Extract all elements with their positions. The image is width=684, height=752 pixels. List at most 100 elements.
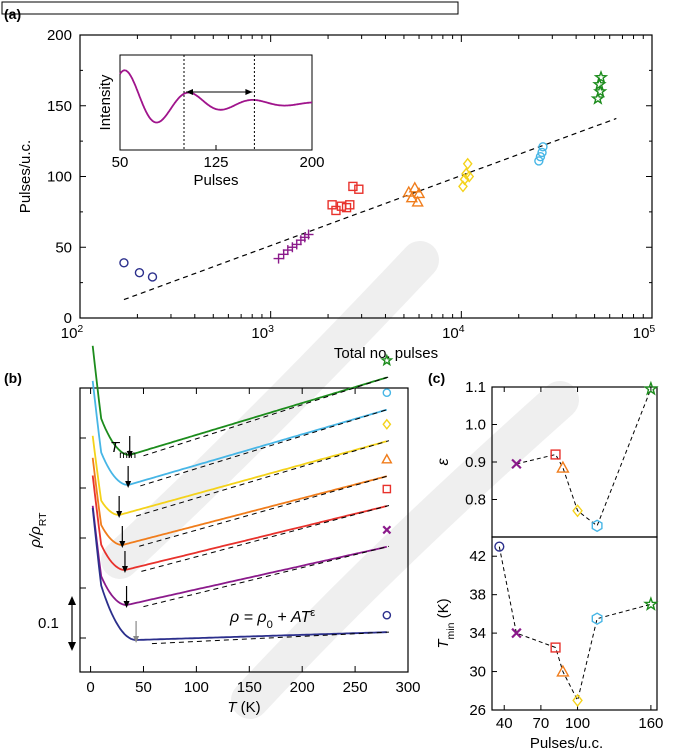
inset-y-label: Intensity (97, 74, 114, 130)
scale-bar-arrow-down (68, 642, 76, 651)
tmin-point-circle (494, 541, 505, 552)
tmin-arrow-head (116, 511, 123, 518)
inset-x-tick-label: 200 (299, 154, 324, 171)
data-point-plus (303, 229, 314, 240)
panel-b-chart: 0 50 100 150 200 250 300 T (K) ρ/ρRT Tmin ρ = ρ0 +… (27, 345, 421, 716)
epsilon-point-hexagon (591, 519, 603, 533)
y-axis-label: ρ/ρRT (27, 512, 49, 549)
curve-marker-star (380, 353, 394, 367)
curve-marker-circle (382, 610, 392, 620)
data-point-triangle (408, 181, 421, 193)
fit-dashed-line (135, 440, 390, 517)
panel-a-chart: 0 50 100 150 200 102 103 104 105 Total no. pulses… (17, 27, 655, 362)
x-tick-label: 100 (184, 679, 209, 696)
inset-frame (119, 54, 313, 151)
fit-dashed-line (143, 545, 390, 608)
y-tick-label: 100 (47, 169, 72, 186)
y-tick-label: 150 (47, 98, 72, 115)
panel-b-label: (b) (4, 370, 22, 386)
x-axis-label: Pulses/u.c. (530, 735, 603, 752)
tmin-point-square (550, 642, 561, 653)
y-tick-label: 200 (47, 27, 72, 44)
y-tick-label: 38 (469, 587, 486, 604)
data-point-circle (535, 151, 546, 162)
data-point-triangle (411, 195, 424, 207)
x-tick-label: 102 (61, 323, 84, 342)
tmin-point-hexagon (591, 612, 603, 626)
y-tick-label: 42 (469, 548, 486, 565)
tmin-arrow-head (121, 566, 128, 573)
data-point-circle (119, 258, 129, 268)
epsilon-point-star (643, 380, 659, 396)
inset-x-tick-label: 50 (112, 154, 129, 171)
tmin-arrow-head (133, 636, 140, 643)
inset-arrow-head-left (186, 89, 193, 95)
bottom-axes-frame (491, 536, 658, 711)
curve-marker-triangle (381, 453, 393, 464)
tmin-arrow-head (126, 451, 133, 458)
tmin-arrow-head (123, 601, 130, 608)
data-point-circle (538, 142, 548, 152)
data-point-star (593, 83, 608, 98)
data-point-triangle (412, 187, 426, 199)
resistivity-curve (91, 345, 388, 456)
data-point-circle (134, 268, 145, 278)
top-y-label: ε (435, 458, 452, 466)
fit-line (123, 117, 617, 301)
curve-marker-diamond (382, 418, 392, 430)
epsilon-point-square (550, 449, 561, 460)
tmin-arrow-head (125, 481, 132, 488)
x-tick-label: 70 (533, 715, 550, 732)
tmin-point-triangle (556, 664, 570, 677)
fit-dashed-line (140, 408, 390, 487)
x-tick-label: 50 (135, 679, 152, 696)
fit-dashed-line (143, 376, 390, 457)
inset-x-label: Pulses (193, 172, 238, 189)
x-tick-label: 40 (496, 715, 513, 732)
scale-bar-arrow-up (68, 596, 76, 605)
x-tick-label: 160 (638, 715, 663, 732)
panel-c-chart: 0.8 0.9 1.0 1.1 26 30 34 38 42 40 70 100 160 Pulses/u… (435, 379, 663, 752)
data-point-star (593, 69, 609, 84)
fit-dashed-line (141, 505, 390, 572)
y-tick-label: 0.8 (465, 492, 486, 509)
y-tick-label: 0.9 (465, 454, 486, 471)
resistivity-curve (91, 505, 388, 606)
data-point-square (345, 200, 355, 210)
x-tick-label: 100 (565, 715, 590, 732)
axes-frame (79, 387, 409, 673)
tmin-arrow-head (119, 541, 126, 548)
x-axis-label: Total no. pulses (334, 345, 438, 362)
top-connector (516, 388, 652, 527)
tmin-point-diamond (572, 693, 583, 708)
inset-curve (119, 69, 313, 124)
data-point-plus (291, 239, 302, 250)
epsilon-point-triangle (556, 460, 570, 473)
data-point-plus (273, 253, 284, 264)
resistivity-curve (91, 380, 388, 486)
panel-c-label: (c) (428, 370, 445, 386)
data-point-diamond (464, 170, 475, 183)
x-tick-label: 105 (633, 323, 656, 342)
y-tick-label: 26 (469, 702, 486, 719)
watermark (101, 241, 579, 719)
x-tick-label: 103 (251, 323, 274, 342)
curve-marker-square (382, 484, 392, 494)
data-point-circle (537, 147, 547, 158)
inset-x-tick-label: 125 (203, 154, 228, 171)
panel-a-label: (a) (4, 6, 21, 22)
fit-dashed-line (151, 631, 389, 645)
epsilon-point-cross (511, 458, 522, 470)
x-axis-label: T (K) (227, 699, 260, 716)
tmin-point-cross (511, 627, 522, 639)
x-tick-label: 250 (343, 679, 368, 696)
y-tick-label: 34 (469, 625, 486, 642)
tmin-point-star (643, 596, 659, 611)
epsilon-point-diamond (572, 504, 583, 518)
y-tick-label: 50 (55, 239, 72, 256)
x-tick-label: 200 (290, 679, 315, 696)
data-point-diamond (462, 157, 473, 170)
curve-marker-circle (382, 388, 392, 397)
data-point-square (354, 184, 364, 194)
